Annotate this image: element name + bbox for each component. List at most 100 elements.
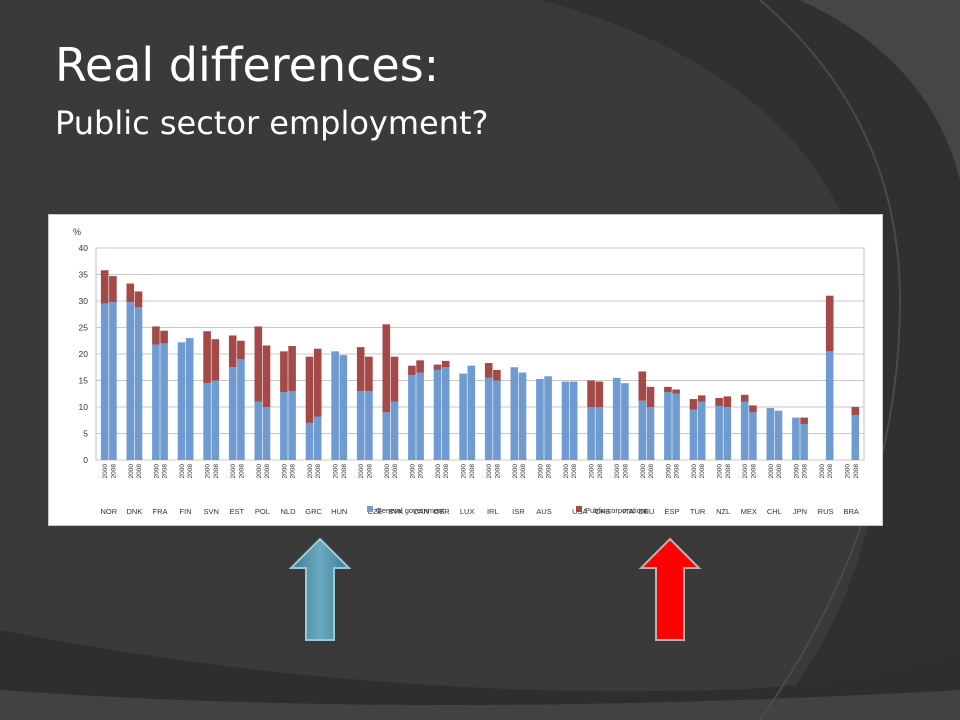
bar-general-government [766, 408, 775, 460]
y-tick-label: 15 [79, 376, 89, 386]
x-year-label: 2008 [110, 464, 117, 479]
bar-general-government [390, 401, 399, 460]
x-year-label: 2000 [409, 464, 416, 479]
bar-general-government [160, 343, 168, 460]
bar-general-government [723, 407, 732, 460]
x-year-label: 2000 [665, 464, 672, 479]
bar-public-corporations [408, 365, 416, 376]
bar-general-government [382, 412, 391, 460]
x-year-label: 2008 [648, 464, 655, 479]
x-year-label: 2000 [589, 464, 596, 479]
bar-general-government [203, 383, 211, 460]
x-year-label: 2008 [853, 464, 860, 479]
x-year-label: 2008 [520, 464, 527, 479]
x-year-label: 2000 [102, 464, 109, 479]
bar-public-corporations [288, 346, 296, 392]
x-country-label: NOR [100, 507, 117, 516]
bar-public-corporations [152, 326, 160, 345]
x-country-label: HUN [331, 507, 347, 516]
x-year-label: 2000 [179, 464, 186, 479]
x-year-label: 2000 [205, 464, 212, 479]
x-year-label: 2008 [392, 464, 399, 479]
bar-public-corporations [211, 339, 220, 381]
x-country-label: TUR [690, 507, 706, 516]
x-year-label: 2008 [341, 464, 348, 479]
bar-public-corporations [382, 324, 391, 413]
bar-public-corporations [254, 326, 263, 402]
x-year-label: 2000 [691, 464, 698, 479]
x-country-label: ISR [512, 507, 525, 516]
bar-public-corporations [740, 394, 749, 402]
x-year-label: 2000 [333, 464, 340, 479]
x-year-label: 2008 [802, 464, 809, 479]
bar-general-government [621, 383, 629, 460]
bar-general-government [313, 416, 322, 460]
x-year-label: 2008 [622, 464, 629, 479]
bar-public-corporations [493, 369, 501, 381]
x-year-label: 2000 [128, 464, 135, 479]
x-country-label: DEU [638, 507, 654, 516]
x-year-label: 2008 [827, 464, 834, 479]
bar-public-corporations [356, 347, 365, 392]
bar-general-government [536, 378, 544, 460]
bar-general-government [305, 422, 314, 460]
x-year-label: 2000 [819, 464, 826, 479]
bar-public-corporations [749, 405, 757, 413]
bar-public-corporations [262, 345, 271, 407]
x-year-label: 2008 [494, 464, 501, 479]
x-country-label: ITA [623, 507, 634, 516]
bar-general-government [664, 392, 672, 460]
bar-general-government [740, 401, 749, 460]
bar-general-government [237, 359, 245, 460]
x-year-label: 2008 [469, 464, 476, 479]
x-year-label: 2008 [418, 464, 425, 479]
bar-general-government [280, 392, 288, 460]
bar-general-government [493, 380, 501, 460]
bar-general-government [109, 302, 117, 460]
bar-general-government [774, 410, 783, 460]
bar-general-government [569, 381, 578, 460]
bar-general-government [152, 344, 160, 460]
bar-general-government [825, 351, 834, 460]
x-year-label: 2000 [384, 464, 391, 479]
x-year-label: 2008 [162, 464, 169, 479]
bar-general-government [185, 338, 194, 460]
bar-general-government [433, 369, 442, 460]
y-tick-label: 30 [79, 296, 89, 306]
x-year-label: 2008 [750, 464, 757, 479]
bar-general-government [672, 393, 680, 460]
legend-entry: Public corporations [585, 506, 649, 515]
x-country-label: LUX [460, 507, 475, 516]
x-country-label: MEX [741, 507, 757, 516]
bar-general-government [518, 372, 527, 460]
y-tick-label: 25 [79, 323, 89, 333]
x-year-label: 2000 [461, 464, 468, 479]
bar-general-government [792, 417, 800, 460]
x-year-label: 2000 [153, 464, 160, 479]
x-year-label: 2008 [315, 464, 322, 479]
x-country-label: BRA [843, 507, 858, 516]
bar-public-corporations [664, 386, 672, 393]
bar-general-government [211, 380, 220, 460]
x-year-label: 2000 [563, 464, 570, 479]
legend-entry: General government [376, 506, 445, 515]
bar-general-government [646, 407, 655, 460]
bar-general-government [228, 367, 237, 460]
x-year-label: 2000 [256, 464, 263, 479]
bar-public-corporations [825, 295, 834, 352]
bar-general-government [561, 381, 570, 460]
x-year-label: 2008 [213, 464, 220, 479]
x-year-label: 2008 [597, 464, 604, 479]
x-country-label: SVK [388, 507, 403, 516]
bar-general-government [800, 423, 808, 460]
bar-public-corporations [416, 360, 424, 373]
bar-general-government [331, 351, 339, 460]
bar-general-government [715, 405, 723, 460]
x-year-label: 2000 [281, 464, 288, 479]
x-country-label: POL [255, 507, 270, 516]
x-year-label: 2008 [443, 464, 450, 479]
x-year-label: 2008 [290, 464, 297, 479]
up-arrow-icon [638, 537, 702, 641]
bar-public-corporations [697, 395, 706, 402]
bar-general-government [587, 407, 595, 460]
